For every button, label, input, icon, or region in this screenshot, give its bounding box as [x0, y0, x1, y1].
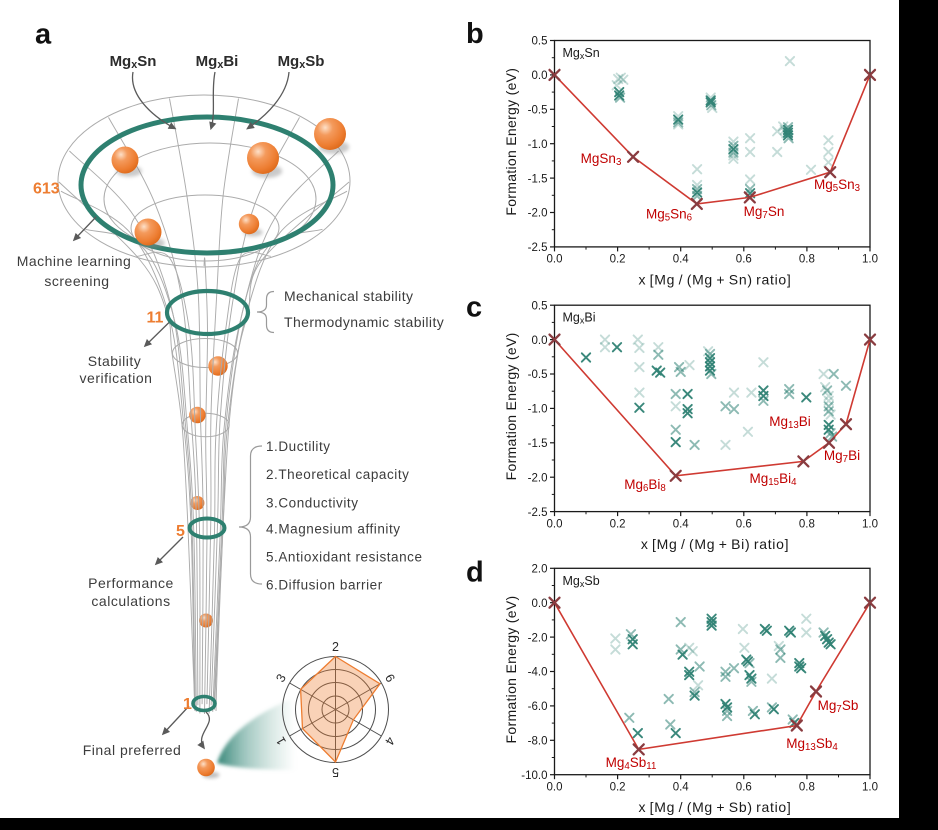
svg-text:5.Antioxidant resistance: 5.Antioxidant resistance: [266, 550, 423, 565]
svg-text:calculations: calculations: [91, 593, 170, 609]
svg-text:-10.0: -10.0: [521, 770, 547, 782]
svg-text:2: 2: [332, 640, 339, 654]
svg-text:0.0: 0.0: [532, 335, 548, 347]
svg-text:0.8: 0.8: [799, 518, 815, 530]
svg-text:Stability: Stability: [88, 353, 142, 369]
svg-text:0.8: 0.8: [799, 254, 815, 266]
svg-text:-4.0: -4.0: [528, 667, 548, 679]
svg-text:-2.5: -2.5: [528, 242, 548, 254]
svg-text:d: d: [466, 557, 484, 589]
svg-text:x [Mg / (Mg + Sn) ratio]: x [Mg / (Mg + Sn) ratio]: [638, 271, 791, 287]
svg-text:MgSn3: MgSn3: [581, 151, 622, 168]
svg-text:c: c: [466, 292, 482, 324]
svg-text:MgxBi: MgxBi: [196, 53, 239, 71]
svg-text:0.0: 0.0: [532, 598, 548, 610]
svg-text:Thermodynamic stability: Thermodynamic stability: [284, 314, 444, 330]
svg-text:Mg7Sb: Mg7Sb: [818, 698, 859, 715]
svg-text:MgxSb: MgxSb: [563, 574, 600, 589]
svg-text:Formation Energy (eV): Formation Energy (eV): [503, 596, 519, 744]
svg-text:0.4: 0.4: [673, 782, 690, 794]
svg-text:0.5: 0.5: [532, 36, 548, 48]
svg-text:Mechanical stability: Mechanical stability: [284, 288, 413, 304]
svg-text:x [Mg / (Mg + Bi) ratio]: x [Mg / (Mg + Bi) ratio]: [641, 536, 789, 552]
svg-text:MgxSn: MgxSn: [563, 46, 600, 61]
svg-text:0.6: 0.6: [736, 254, 752, 266]
svg-text:0.5: 0.5: [532, 300, 548, 312]
svg-text:Mg4Sb11: Mg4Sb11: [606, 755, 657, 772]
svg-text:Machine learning: Machine learning: [17, 253, 132, 269]
svg-text:-0.5: -0.5: [528, 369, 548, 381]
svg-text:b: b: [466, 18, 484, 50]
svg-text:screening: screening: [44, 273, 109, 289]
svg-text:Mg6Bi8: Mg6Bi8: [624, 477, 666, 494]
svg-text:MgxSn: MgxSn: [110, 53, 157, 71]
svg-text:0.6: 0.6: [736, 518, 752, 530]
svg-text:-2.0: -2.0: [528, 632, 548, 644]
svg-text:verification: verification: [80, 370, 153, 386]
svg-text:Performance: Performance: [88, 575, 174, 591]
svg-text:Mg7Sn: Mg7Sn: [744, 204, 785, 221]
svg-text:MgxBi: MgxBi: [563, 311, 596, 326]
svg-text:0.2: 0.2: [610, 782, 626, 794]
svg-text:0.0: 0.0: [547, 518, 563, 530]
svg-text:6.Diffusion barrier: 6.Diffusion barrier: [266, 577, 383, 592]
svg-text:1.0: 1.0: [862, 518, 878, 530]
svg-text:1: 1: [183, 696, 192, 713]
svg-text:-2.0: -2.0: [528, 472, 548, 484]
svg-text:5: 5: [332, 765, 339, 779]
svg-text:-2.0: -2.0: [528, 208, 548, 220]
svg-text:0.2: 0.2: [610, 518, 626, 530]
svg-text:Mg7Bi: Mg7Bi: [824, 448, 860, 465]
svg-text:0.4: 0.4: [673, 254, 690, 266]
svg-text:Mg13Sb4: Mg13Sb4: [786, 736, 838, 753]
svg-text:Final preferred: Final preferred: [83, 742, 182, 758]
svg-text:3.Conductivity: 3.Conductivity: [266, 495, 359, 510]
svg-text:0.4: 0.4: [673, 518, 690, 530]
svg-text:-1.5: -1.5: [528, 173, 548, 185]
svg-text:2.0: 2.0: [532, 564, 548, 576]
svg-text:1.Ductility: 1.Ductility: [266, 439, 331, 454]
svg-text:4.Magnesium affinity: 4.Magnesium affinity: [266, 522, 401, 537]
svg-text:-6.0: -6.0: [528, 701, 548, 713]
svg-text:0.8: 0.8: [799, 782, 815, 794]
svg-text:Formation Energy (eV): Formation Energy (eV): [503, 332, 519, 480]
svg-text:-2.5: -2.5: [528, 507, 548, 519]
svg-text:2.Theoretical capacity: 2.Theoretical capacity: [266, 467, 409, 482]
svg-text:Mg5Sn3: Mg5Sn3: [814, 177, 860, 194]
svg-text:11: 11: [147, 310, 164, 327]
svg-text:0.2: 0.2: [610, 254, 626, 266]
svg-text:Formation Energy (eV): Formation Energy (eV): [503, 68, 519, 216]
svg-text:1.0: 1.0: [862, 782, 878, 794]
svg-text:0.6: 0.6: [736, 782, 752, 794]
svg-text:x [Mg / (Mg + Sb) ratio]: x [Mg / (Mg + Sb) ratio]: [638, 799, 791, 815]
svg-text:613: 613: [33, 181, 60, 198]
svg-text:-1.0: -1.0: [528, 139, 548, 151]
svg-text:Mg15Bi4: Mg15Bi4: [750, 471, 798, 488]
svg-text:5: 5: [176, 523, 185, 540]
svg-text:0.0: 0.0: [547, 254, 563, 266]
svg-text:-8.0: -8.0: [528, 736, 548, 748]
svg-text:-1.0: -1.0: [528, 404, 548, 416]
svg-text:0.0: 0.0: [547, 782, 563, 794]
svg-text:-1.5: -1.5: [528, 438, 548, 450]
svg-text:1.0: 1.0: [862, 254, 878, 266]
svg-text:0.0: 0.0: [532, 70, 548, 82]
svg-text:MgxSb: MgxSb: [278, 53, 325, 71]
svg-text:Mg13Bi: Mg13Bi: [769, 414, 811, 431]
svg-text:-0.5: -0.5: [528, 105, 548, 117]
svg-text:a: a: [35, 19, 52, 51]
svg-text:Mg5Sn6: Mg5Sn6: [646, 207, 692, 224]
